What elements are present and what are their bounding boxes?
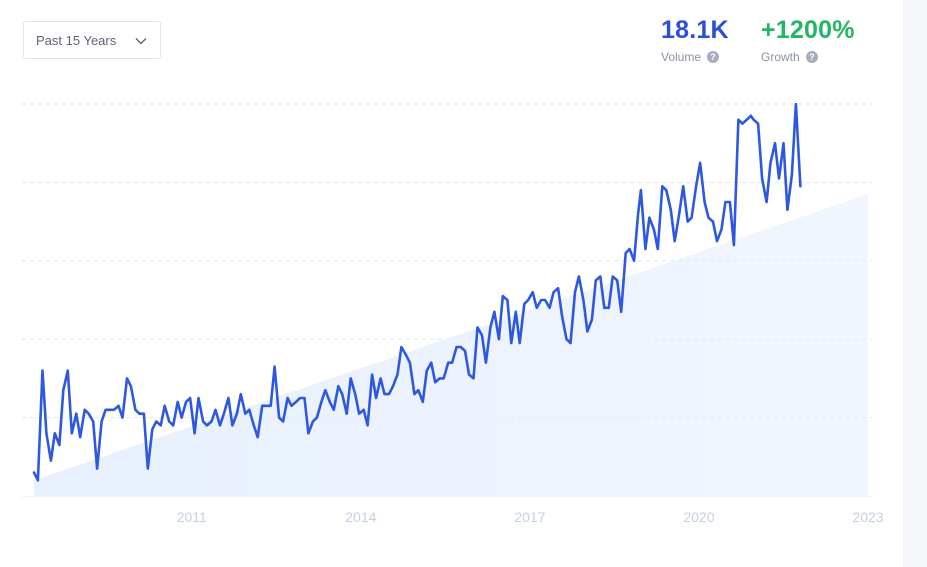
growth-label-row: Growth ?: [761, 50, 855, 64]
time-range-label: Past 15 Years: [36, 33, 117, 48]
x-tick-label: 2014: [345, 509, 376, 525]
time-range-dropdown[interactable]: Past 15 Years: [23, 21, 161, 59]
volume-label-row: Volume ?: [661, 50, 729, 64]
growth-label: Growth: [761, 50, 800, 64]
volume-value: 18.1K: [661, 16, 729, 44]
trend-area: [34, 194, 868, 496]
x-axis: 2011 2014 2017 2020 2023: [177, 509, 884, 525]
x-tick-label: 2017: [514, 509, 545, 525]
right-panel-edge: [902, 0, 927, 567]
volume-label: Volume: [661, 50, 702, 64]
growth-value: +1200%: [761, 16, 855, 44]
x-tick-label: 2020: [683, 509, 714, 525]
question-icon[interactable]: ?: [707, 51, 720, 63]
chevron-down-icon: [135, 38, 147, 45]
volume-series-line: [32, 102, 802, 482]
x-tick-label: 2023: [852, 509, 883, 525]
trend-area-shape: [34, 194, 868, 496]
trend-chart: 2011 2014 2017 2020 2023: [22, 102, 884, 525]
growth-metric: +1200% Growth ?: [761, 16, 855, 64]
trend-line-layer: [32, 102, 802, 482]
x-tick-label: 2011: [177, 509, 207, 525]
volume-metric: 18.1K Volume ?: [661, 16, 729, 64]
question-icon[interactable]: ?: [805, 51, 818, 63]
